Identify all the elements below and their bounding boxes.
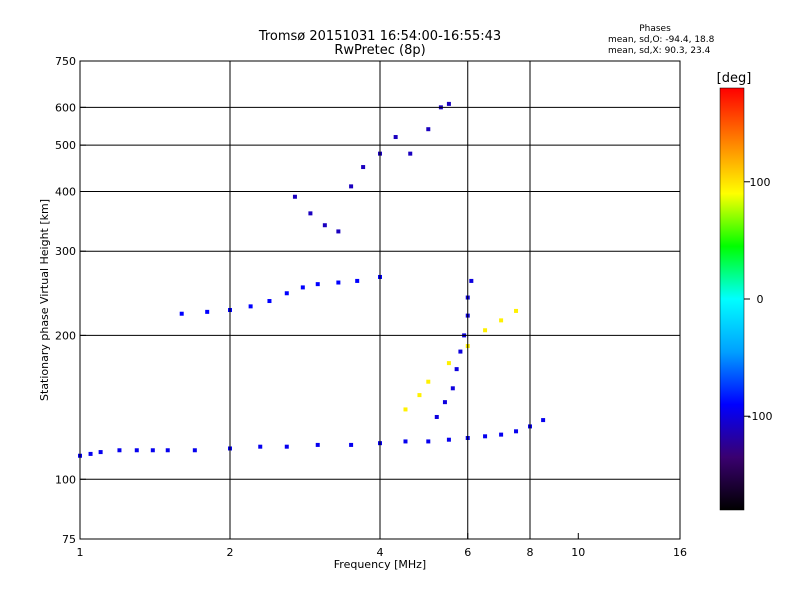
x-tick-label: 8 [527,546,534,559]
scatter-point [499,318,504,323]
colorbar-tick-label: 0 [757,293,764,306]
scatter-point [284,291,289,296]
y-tick-label: 400 [55,185,76,198]
scatter-point [426,439,431,444]
x-tick-label: 16 [673,546,687,559]
scatter-point [315,442,320,447]
colorbar-ticks: 100 0 -100 [744,176,772,423]
y-tick-label: 600 [55,101,76,114]
scatter-point [117,448,122,453]
y-tick-label: 500 [55,139,76,152]
axis-ticks: 1 2 4 6 8 10 16 75 100 200 300 400 500 600 750 [55,55,687,559]
colorbar-label: [deg] [717,71,752,86]
scatter-point [426,127,431,132]
y-tick-label: 300 [55,245,76,258]
stats-line-x: mean, sd,X: 90.3, 23.4 [608,46,711,56]
scatter-point [292,194,297,199]
scatter-point [408,151,413,156]
scatter-point [284,444,289,449]
stats-title: Phases [639,24,671,34]
scatter-point [336,229,341,234]
scatter-point [248,304,253,309]
scatter-point [349,442,354,447]
scatter-point [98,450,103,455]
scatter-point [426,379,431,384]
chart-subtitle: RwPretec (8p) [334,43,425,58]
scatter-point [442,400,447,405]
x-tick-label: 6 [464,546,471,559]
colorbar-tick-label: -100 [748,410,773,423]
x-tick-label: 2 [227,546,234,559]
scatter-point [393,135,398,140]
scatter-point [458,349,463,354]
scatter-point [258,444,263,449]
grid-lines [80,61,680,539]
scatter-point [192,448,197,453]
scatter-point [434,414,439,419]
scatter-point [134,448,139,453]
scatter-point [417,393,422,398]
scatter-point [446,437,451,442]
scatter-point [308,211,313,216]
scatter-point [483,434,488,439]
scatter-point [267,299,272,304]
scatter-point [300,285,305,290]
y-tick-label: 200 [55,329,76,342]
y-tick-label: 750 [55,55,76,68]
scatter-point [361,165,366,170]
scatter-points [78,101,546,458]
x-tick-label: 1 [77,546,84,559]
scatter-point [446,101,451,106]
y-axis-label: Stationary phase Virtual Height [km] [38,199,51,401]
x-axis-label: Frequency [MHz] [334,558,426,571]
scatter-point [205,309,210,314]
scatter-point [315,282,320,287]
scatter-point [469,278,474,283]
scatter-point [403,439,408,444]
scatter-point [336,280,341,285]
stats-line-o: mean, sd,O: -94.4, 18.8 [608,35,715,45]
scatter-point [165,448,170,453]
scatter-point [88,451,93,456]
colorbar [719,87,745,511]
scatter-point [322,223,327,228]
scatter-point [403,407,408,412]
scatter-point [483,328,488,333]
scatter-point [446,361,451,366]
y-tick-label: 75 [62,533,76,546]
scatter-point [355,278,360,283]
scatter-point [514,429,519,434]
x-tick-label: 10 [571,546,585,559]
colorbar-tick-label: 100 [750,176,771,189]
scatter-point [179,311,184,316]
scatter-point [454,367,459,372]
scatter-point [150,448,155,453]
scatter-point [541,418,546,423]
scatter-point [499,432,504,437]
y-tick-label: 100 [55,473,76,486]
scatter-point [514,308,519,313]
scatter-point [349,184,354,189]
chart-title: Tromsø 20151031 16:54:00-16:55:43 [258,29,501,44]
scatter-point [450,386,455,391]
x-tick-label: 4 [377,546,384,559]
